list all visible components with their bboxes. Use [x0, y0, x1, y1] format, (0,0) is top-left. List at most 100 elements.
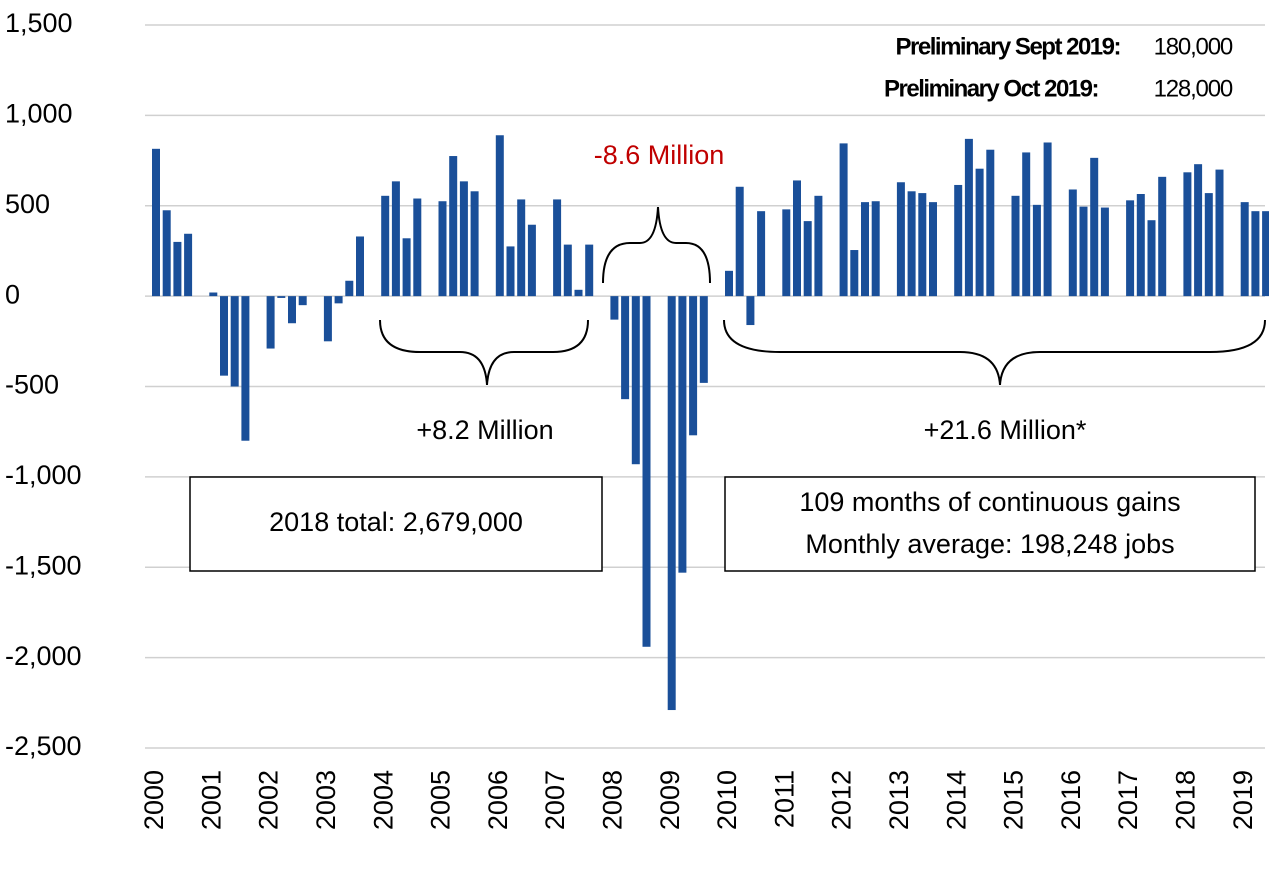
- x-tick-label: 2003: [311, 770, 341, 830]
- x-tick-label: 2011: [769, 770, 799, 828]
- bar: [907, 191, 916, 297]
- y-tick-label: 500: [5, 189, 50, 219]
- x-tick-label: 2014: [941, 770, 971, 830]
- bar: [1032, 204, 1041, 297]
- bar: [699, 296, 708, 383]
- x-tick-label: 2001: [196, 770, 226, 830]
- annotation: Preliminary Oct 2019:: [884, 75, 1098, 102]
- bar: [871, 201, 880, 297]
- bar: [241, 296, 250, 441]
- bar: [162, 210, 171, 297]
- bar: [438, 201, 447, 297]
- x-tick-label: 2006: [483, 770, 513, 830]
- bar: [381, 195, 390, 297]
- y-tick-label: 1,000: [5, 99, 73, 129]
- x-tick-label: 2010: [712, 770, 742, 830]
- annotation: 2018 total: 2,679,000: [269, 507, 523, 537]
- bar: [1215, 169, 1224, 297]
- bar: [793, 180, 801, 297]
- bar: [391, 181, 400, 297]
- annotation: +8.2 Million: [416, 415, 553, 445]
- x-tick-label: 2016: [1056, 770, 1086, 830]
- bar: [642, 296, 651, 647]
- x-tick-label: 2004: [368, 770, 398, 830]
- bar: [782, 209, 791, 297]
- bar: [918, 193, 927, 297]
- annotation: Preliminary Sept 2019:: [896, 33, 1120, 60]
- bar: [839, 143, 848, 297]
- x-tick-label: 2008: [598, 770, 628, 830]
- annotation-box: [724, 476, 1256, 572]
- bar: [850, 250, 859, 297]
- y-tick-label: 0: [5, 279, 20, 309]
- bar: [152, 148, 160, 297]
- bar: [975, 168, 984, 297]
- bar: [173, 241, 182, 297]
- bar: [631, 296, 640, 465]
- bar: [1043, 142, 1052, 297]
- x-tick-label: 2019: [1228, 770, 1258, 830]
- x-tick-label: 2000: [139, 770, 169, 830]
- x-tick-label: 2013: [884, 770, 914, 830]
- bar: [929, 202, 937, 297]
- bar: [585, 244, 594, 297]
- bar: [1090, 157, 1099, 297]
- y-tick-label: -500: [5, 370, 59, 400]
- bar: [610, 296, 619, 320]
- bar: [506, 246, 515, 297]
- bar: [621, 296, 630, 400]
- brace: [723, 319, 1266, 386]
- bar: [667, 296, 676, 711]
- y-tick-label: -2,000: [5, 641, 82, 671]
- bar: [1126, 200, 1135, 297]
- x-tick-label: 2017: [1113, 770, 1143, 830]
- bar: [1240, 202, 1249, 297]
- bar: [986, 149, 995, 297]
- bar: [1204, 193, 1213, 297]
- bar: [1011, 195, 1020, 297]
- annotation: 128,000: [1154, 75, 1233, 102]
- bar: [334, 296, 343, 304]
- x-tick-label: 2009: [655, 770, 685, 830]
- annotation: 180,000: [1154, 33, 1233, 60]
- x-tick-label: 2015: [999, 770, 1029, 830]
- brace: [379, 319, 589, 386]
- bar: [356, 236, 364, 297]
- bar: [1136, 194, 1145, 297]
- bar: [814, 195, 823, 297]
- bar: [1183, 172, 1192, 297]
- bar: [517, 199, 526, 297]
- bars: [152, 135, 1269, 711]
- bar: [345, 280, 354, 297]
- bar: [1251, 211, 1260, 297]
- bar: [277, 296, 286, 298]
- bar: [449, 156, 458, 297]
- x-tick-label: 2018: [1171, 770, 1201, 830]
- bar: [288, 296, 296, 324]
- x-tick-label: 2012: [827, 770, 857, 830]
- bar: [470, 191, 479, 297]
- bar: [861, 202, 869, 297]
- grid: [145, 24, 1265, 749]
- brace: [602, 206, 711, 284]
- bar: [184, 233, 193, 297]
- y-tick-label: 1,500: [5, 8, 73, 38]
- y-tick-label: -1,000: [5, 460, 82, 490]
- x-tick-label: 2007: [540, 770, 570, 830]
- bar: [1079, 206, 1088, 297]
- bar: [209, 292, 218, 297]
- bar: [1262, 211, 1269, 297]
- bar: [1194, 164, 1203, 297]
- bar: [746, 296, 755, 326]
- bar: [803, 221, 812, 297]
- bar: [495, 135, 504, 297]
- x-tick-label: 2002: [254, 770, 284, 830]
- bar: [757, 211, 766, 297]
- bar: [725, 270, 733, 297]
- annotation: -8.6 Million: [594, 140, 725, 170]
- bar: [1147, 220, 1156, 297]
- bar: [220, 296, 228, 376]
- annotation: Monthly average: 198,248 jobs: [805, 529, 1174, 559]
- bar: [402, 238, 411, 297]
